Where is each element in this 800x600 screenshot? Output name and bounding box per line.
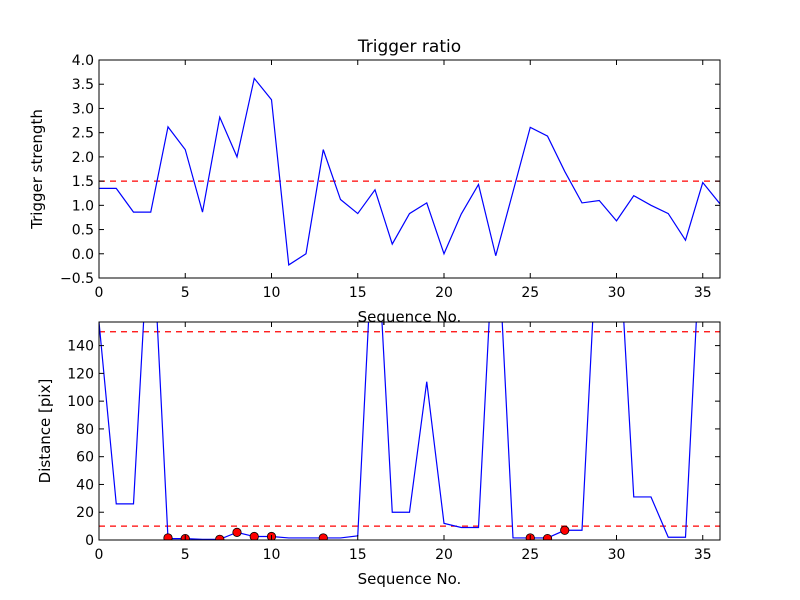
- data-point-marker: [249, 531, 259, 540]
- x-tick-label: 0: [95, 285, 104, 301]
- y-tick-label: 60: [76, 450, 94, 466]
- chart-title: Trigger ratio: [357, 37, 461, 57]
- y-tick-label: 140: [67, 339, 94, 355]
- y-tick-label: 0: [85, 533, 94, 549]
- x-tick-label: 20: [435, 547, 453, 563]
- trigger-ratio-chart: Trigger ratio Sequence No. Trigger stren…: [28, 37, 721, 326]
- y-tick-label: 1.0: [72, 198, 94, 214]
- y-tick-label: 2.5: [72, 126, 94, 142]
- x-axis-label: Sequence No.: [358, 308, 462, 326]
- x-tick-label: 25: [521, 547, 539, 563]
- data-point-marker: [318, 533, 328, 540]
- x-tick-label: 15: [349, 285, 367, 301]
- x-tick-label: 0: [95, 547, 104, 563]
- x-tick-label: 30: [608, 547, 626, 563]
- plot-area: [99, 77, 720, 266]
- y-tick-label: 2.0: [72, 150, 94, 166]
- y-tick-label: 40: [76, 477, 94, 493]
- y-axis-label: Trigger strength: [28, 109, 46, 230]
- x-tick-label: 35: [694, 285, 712, 301]
- data-point-marker: [215, 534, 225, 540]
- y-tick-label: 3.5: [72, 77, 94, 93]
- y-tick-label: 0.5: [72, 223, 94, 239]
- y-tick-label: 3.0: [72, 101, 94, 117]
- y-tick-label: 1.5: [72, 174, 94, 190]
- x-axis-label: Sequence No.: [358, 570, 462, 588]
- y-tick-label: 80: [76, 422, 94, 438]
- data-point-marker: [232, 527, 242, 537]
- y-tick-label: 4.0: [72, 53, 94, 69]
- x-tick-label: 10: [263, 285, 281, 301]
- x-tick-label: 20: [435, 285, 453, 301]
- series-line: [99, 77, 720, 266]
- x-tick-label: 5: [181, 547, 190, 563]
- y-tick-label: 20: [76, 505, 94, 521]
- data-point-marker: [542, 534, 553, 540]
- distance-chart: Sequence No. Distance [pix] 0 5 10 15 20 25 30…: [36, 321, 721, 588]
- y-tick-label: 100: [67, 394, 94, 410]
- data-point-marker: [560, 525, 570, 535]
- data-point-marker: [163, 533, 173, 540]
- series-line: [99, 322, 697, 540]
- y-tick-label: 120: [67, 366, 94, 382]
- axes-frame: [98, 59, 721, 279]
- x-tick-label: 25: [521, 285, 539, 301]
- x-tick-label: 30: [608, 285, 626, 301]
- x-tick-label: 5: [181, 285, 190, 301]
- y-tick-label: −0.5: [60, 271, 94, 287]
- y-axis-label: Distance [pix]: [36, 379, 54, 484]
- x-tick-label: 35: [694, 547, 712, 563]
- plot-area: [99, 322, 720, 540]
- x-tick-label: 10: [263, 547, 281, 563]
- y-tick-label: 0.0: [72, 247, 94, 263]
- x-tick-label: 15: [349, 547, 367, 563]
- axes-frame: [98, 321, 721, 541]
